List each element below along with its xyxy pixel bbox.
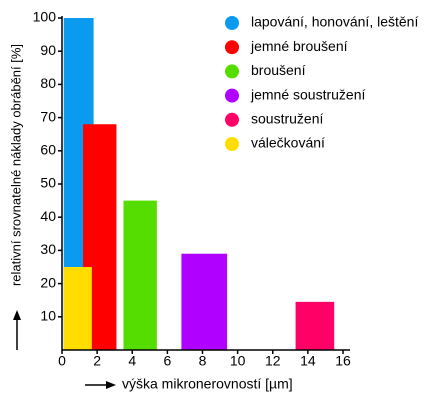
y-tick-label: 90	[40, 42, 56, 58]
x-tick-label: 14	[300, 353, 316, 369]
bar	[63, 267, 92, 350]
x-tick-label: 6	[163, 353, 171, 369]
bar	[181, 253, 228, 350]
legend-label: lapování, honování, leštění	[251, 14, 418, 30]
x-tick-label: 0	[58, 353, 66, 369]
legend-marker	[225, 137, 239, 151]
legend-label: válečkování	[251, 135, 325, 151]
legend-label: soustružení	[251, 111, 323, 127]
x-tick-label: 8	[199, 353, 207, 369]
y-axis-label: relativní srovnatelné náklady obrábění […	[8, 44, 23, 286]
legend-marker	[225, 40, 239, 55]
y-tick-label: 50	[40, 175, 56, 191]
x-tick-label: 10	[230, 353, 246, 369]
y-arrow-head	[13, 310, 21, 320]
legend-label: jemné soustružení	[250, 86, 366, 102]
legend-marker	[225, 112, 239, 127]
y-tick-label: 20	[40, 274, 56, 290]
y-tick-label: 60	[40, 142, 56, 158]
x-tick-label: 4	[128, 353, 136, 369]
y-tick-label: 100	[33, 9, 57, 25]
bar	[295, 301, 335, 350]
x-tick-label: 2	[93, 353, 101, 369]
legend-label: broušení	[251, 62, 306, 78]
x-tick-label: 16	[335, 353, 351, 369]
x-arrow-head	[106, 381, 116, 389]
y-tick-label: 30	[40, 241, 56, 257]
x-tick-label: 12	[265, 353, 281, 369]
y-tick-label: 80	[40, 75, 56, 91]
y-tick-label: 40	[40, 208, 56, 224]
legend-marker	[225, 16, 239, 30]
x-axis-label: výška mikronerovností [µm]	[122, 376, 293, 392]
legend-marker	[225, 64, 239, 79]
y-tick-label: 70	[40, 108, 56, 124]
legend-marker	[225, 88, 239, 103]
y-tick-label: 10	[40, 308, 56, 324]
legend-label: jemné broušení	[250, 38, 348, 54]
bar	[123, 200, 157, 350]
